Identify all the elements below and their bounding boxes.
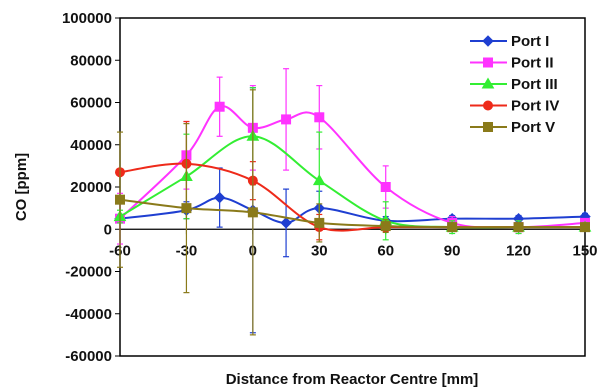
data-point <box>280 217 292 229</box>
legend-item-port-v: Port V <box>470 119 555 136</box>
y-tick-label: -40000 <box>65 306 112 323</box>
data-point <box>314 217 325 228</box>
series-port-v <box>115 89 590 336</box>
plot-area <box>119 17 586 357</box>
x-tick-label: 30 <box>311 242 328 259</box>
y-axis-ticks: 100000 80000 60000 40000 20000 0 -20000 -40000 -… <box>62 10 120 365</box>
y-axis-title: CO [ppm] <box>13 153 30 221</box>
legend-label: Port IV <box>511 98 559 115</box>
data-point <box>580 222 590 233</box>
legend-marker <box>482 35 494 47</box>
legend-item-port-iii: Port III <box>470 76 558 93</box>
legend-marker <box>483 57 493 68</box>
data-point <box>214 101 225 112</box>
y-tick-label: 60000 <box>70 95 112 112</box>
data-point <box>312 174 326 186</box>
data-point <box>115 194 125 205</box>
y-tick-label: -20000 <box>65 264 112 281</box>
data-point <box>380 182 391 192</box>
legend: Port I Port II Port III Port IV Port V <box>470 33 559 136</box>
legend-marker <box>481 77 495 89</box>
x-tick-label: 120 <box>506 242 531 259</box>
data-point <box>281 114 292 125</box>
y-tick-label: -60000 <box>65 348 112 365</box>
legend-label: Port III <box>511 76 558 93</box>
x-tick-label: 150 <box>572 242 597 259</box>
series-layer <box>113 68 592 336</box>
legend-label: Port V <box>511 119 555 136</box>
series-line <box>119 196 586 224</box>
legend-label: Port II <box>511 55 554 72</box>
data-point <box>181 203 192 214</box>
x-axis-title: Distance from Reactor Centre [mm] <box>226 371 479 388</box>
legend-item-port-ii: Port II <box>470 55 554 72</box>
x-tick-label: 60 <box>377 242 394 259</box>
data-point <box>447 222 458 233</box>
y-tick-label: 0 <box>104 221 112 238</box>
data-point <box>314 112 325 123</box>
series-line <box>119 198 585 229</box>
y-tick-label: 80000 <box>70 52 112 69</box>
y-tick-label: 20000 <box>70 179 112 196</box>
legend-label: Port I <box>511 33 549 50</box>
y-tick-label: 100000 <box>62 10 112 27</box>
data-point <box>247 207 258 218</box>
legend-item-port-i: Port I <box>470 33 549 50</box>
legend-item-port-iv: Port IV <box>470 98 559 115</box>
data-point <box>513 222 524 233</box>
data-point <box>213 191 226 204</box>
legend-marker <box>483 100 493 111</box>
y-tick-label: 40000 <box>70 137 112 154</box>
legend-marker <box>483 122 493 132</box>
x-tick-label: 90 <box>444 242 461 259</box>
data-point <box>380 221 391 232</box>
